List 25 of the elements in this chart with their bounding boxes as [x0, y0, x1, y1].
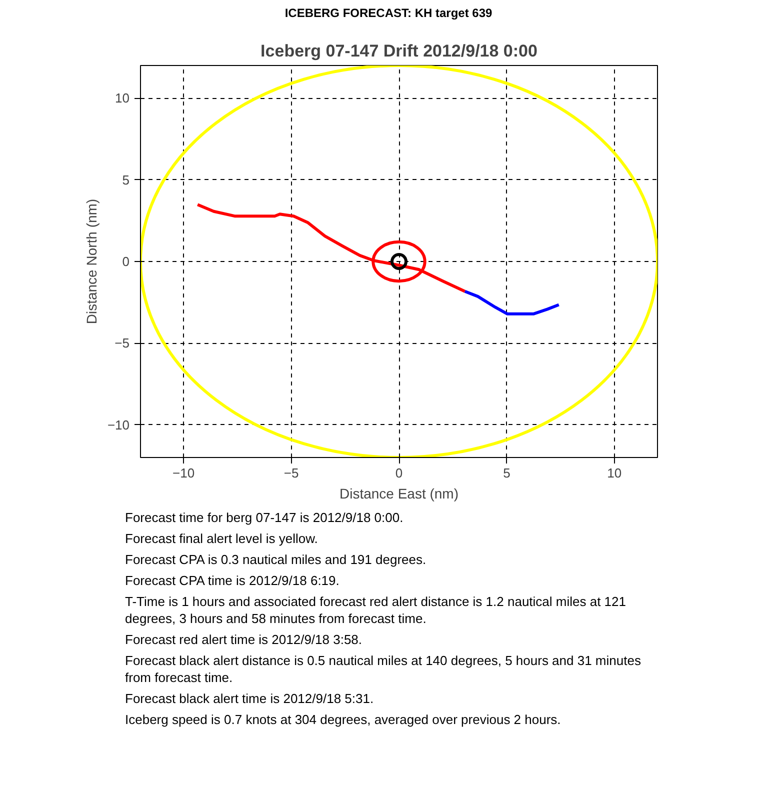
chart-title: ICEBERG FORECAST: KH target 639 — [284, 5, 494, 22]
text: Forecast final alert level is yellow. — [125, 530, 319, 547]
x-tick-label: 10 — [607, 466, 622, 480]
x-tick-label: −10 — [172, 466, 195, 480]
text: Forecast CPA time is 2012/9/18 6:19. — [125, 572, 340, 589]
y-tick-label: 5 — [122, 172, 130, 188]
text: Forecast CPA is 0.3 nautical miles and 191 degrees. — [125, 551, 428, 568]
y-axis-title: Distance North (nm) — [83, 198, 100, 324]
y-tick-label: 0 — [122, 254, 130, 269]
text: Iceberg speed is 0.7 knots at 304 degrees, averaged over previous 2 hours. — [125, 711, 562, 728]
chart-subtitle: Iceberg 07-147 Drift 2012/9/18 0:00 — [260, 42, 538, 60]
line-series — [196, 203, 466, 293]
x-tick-label: −5 — [284, 466, 299, 480]
y-tick-label: −10 — [107, 417, 130, 432]
text: T-Time is 1 hours and associated forecast red alert distance is 1.2 nautical miles at 121 degrees, 3 hours and 58 minutes from forecast time. — [125, 593, 627, 627]
text: Forecast black alert time is 2012/9/18 5:31. — [125, 690, 375, 707]
text: Forecast time for berg 07-147 is 2012/9/18 0:00. — [125, 509, 404, 526]
x-tick-label: 5 — [503, 466, 510, 480]
y-tick-label: 10 — [115, 90, 130, 106]
y-tick-label: −5 — [114, 336, 130, 351]
text: Forecast black alert distance is 0.5 nautical miles at 140 degrees, 5 hours and 31 minutes from forecast time. — [125, 652, 642, 686]
x-tick-label: 0 — [395, 466, 403, 480]
text: Forecast red alert time is 2012/9/18 3:58. — [125, 631, 364, 648]
x-axis-title: Distance East (nm) — [339, 486, 459, 502]
line-series — [463, 290, 560, 316]
